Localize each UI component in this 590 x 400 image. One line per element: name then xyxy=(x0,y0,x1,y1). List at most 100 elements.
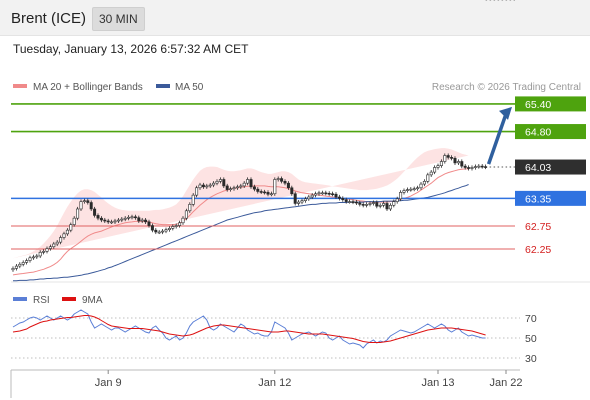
candle-body xyxy=(375,202,379,207)
candle-body xyxy=(395,198,399,202)
rsi-line xyxy=(12,309,486,349)
bollinger-band xyxy=(13,148,469,259)
candle-body xyxy=(314,193,318,196)
candle-body xyxy=(45,248,49,252)
candle-body xyxy=(286,182,290,189)
candle-body xyxy=(137,217,141,222)
candle-body xyxy=(358,202,362,205)
candle-body xyxy=(184,210,188,219)
candle-body xyxy=(351,201,355,203)
last-price-box xyxy=(515,159,586,175)
rsi-axis-label: 70 xyxy=(525,313,537,325)
candle-body xyxy=(331,193,335,196)
candle-body xyxy=(429,171,433,176)
candle-body xyxy=(150,225,154,231)
candle-body xyxy=(249,179,253,188)
candle-body xyxy=(38,251,42,257)
candle-body xyxy=(14,265,18,269)
rsi-layer: 70 50 30 xyxy=(11,309,537,365)
candle-body xyxy=(348,201,352,203)
forecast-arrow-head xyxy=(499,106,512,120)
x-axis: Jan 9 Jan 12 Jan 13 Jan 22 xyxy=(95,370,523,389)
forecast-arrow-shaft xyxy=(486,113,508,165)
candle-body xyxy=(273,179,277,195)
candle-body xyxy=(167,228,171,230)
candle-body xyxy=(222,179,226,187)
candle-body xyxy=(334,193,338,198)
candle-body xyxy=(300,200,304,203)
candle-body xyxy=(399,192,403,200)
x-tick-label: Jan 13 xyxy=(421,377,454,389)
candle-body xyxy=(28,257,32,261)
credit-text: Research © 2026 Trading Central xyxy=(432,82,581,93)
x-tick-label: Jan 22 xyxy=(489,377,522,389)
candle-body xyxy=(480,165,484,168)
candle-body xyxy=(52,243,56,248)
candle-body xyxy=(412,188,416,190)
candle-body xyxy=(35,255,39,258)
ma50-legend-label: MA 50 xyxy=(175,82,204,93)
candle-body xyxy=(225,185,229,190)
candle-body xyxy=(232,187,236,190)
candle-body xyxy=(208,184,212,187)
bb-legend-label: MA 20 + Bollinger Bands xyxy=(33,82,143,93)
candle-body xyxy=(456,161,460,164)
candle-body xyxy=(89,202,93,210)
candle-body xyxy=(371,202,375,204)
candle-body xyxy=(419,183,423,189)
candle-body xyxy=(42,251,46,253)
candle-body xyxy=(297,201,301,204)
bb-legend-swatch xyxy=(13,84,27,88)
candle-body xyxy=(82,200,86,202)
candle-body xyxy=(144,219,148,223)
candle-body xyxy=(361,204,365,206)
candle-body xyxy=(378,204,382,207)
candle-body xyxy=(157,231,161,234)
candle-body xyxy=(252,186,256,190)
candle-body xyxy=(263,191,267,194)
candle-body xyxy=(246,179,250,184)
candle-body xyxy=(72,217,76,225)
candle-body xyxy=(239,185,243,188)
candle-body xyxy=(368,203,372,205)
candle-body xyxy=(276,178,280,180)
candle-body xyxy=(65,229,69,235)
resistance-label: 64.80 xyxy=(525,127,551,139)
candle-body xyxy=(470,167,474,169)
candle-body xyxy=(55,241,59,245)
candle-body xyxy=(290,187,294,195)
pivot-label: 63.35 xyxy=(525,193,551,205)
last-price-label: 64.03 xyxy=(525,162,551,174)
candle-body xyxy=(467,167,471,169)
support-label: 62.75 xyxy=(525,221,551,233)
x-tick-label: Jan 12 xyxy=(258,377,291,389)
rsi-axis-label: 50 xyxy=(525,333,537,345)
candle-body xyxy=(422,181,426,185)
candle-body xyxy=(446,155,450,158)
candle-body xyxy=(310,194,314,198)
candle-body xyxy=(344,199,348,202)
candle-body xyxy=(320,192,324,195)
candle-body xyxy=(21,262,25,265)
candle-body xyxy=(116,219,120,222)
candle-body xyxy=(385,203,389,210)
candle-body xyxy=(48,246,52,249)
ma50-legend-swatch xyxy=(156,84,170,88)
candle-body xyxy=(25,260,29,263)
candle-body xyxy=(133,216,137,219)
resistance-label: 65.40 xyxy=(525,99,551,111)
rsi-legend-label: RSI xyxy=(33,295,50,306)
candle-body xyxy=(473,166,477,168)
candle-body xyxy=(205,185,209,188)
candle-body xyxy=(76,208,80,219)
instrument-title: Brent (ICE) xyxy=(11,10,87,27)
candle-body xyxy=(11,268,15,271)
candle-body xyxy=(154,229,158,233)
rsi-axis-label: 30 xyxy=(525,353,537,365)
candle-body xyxy=(147,221,151,226)
timeframe-button[interactable]: 30 MIN xyxy=(92,7,145,31)
resistance-label-box xyxy=(515,124,586,140)
candle-body xyxy=(110,221,114,224)
candle-body xyxy=(59,237,63,243)
